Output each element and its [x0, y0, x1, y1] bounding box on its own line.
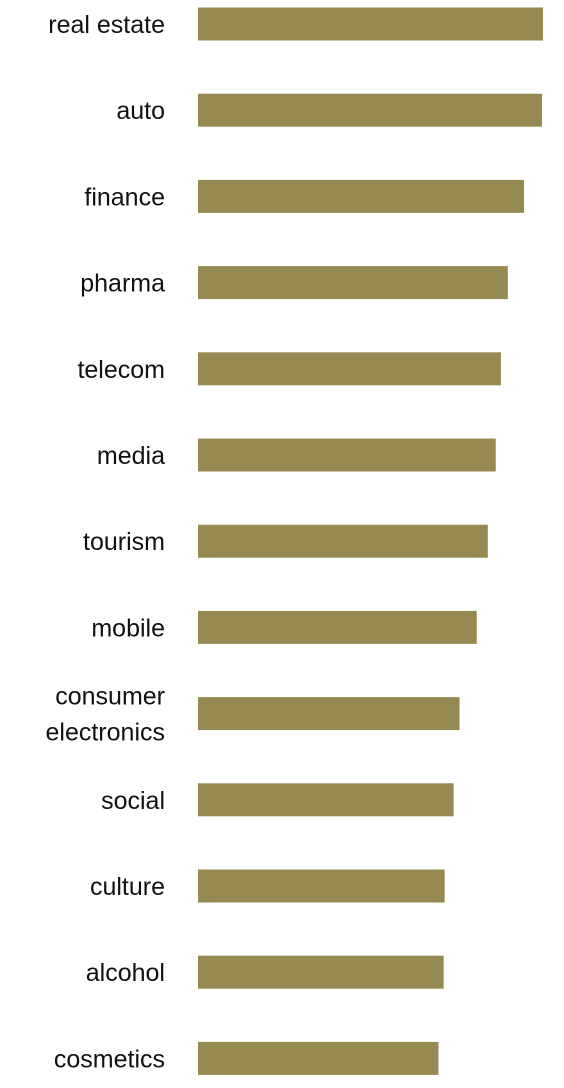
bar-real-estate — [198, 7, 543, 41]
category-label: culture — [90, 873, 165, 901]
bar-alcohol — [198, 955, 444, 989]
category-label: media — [97, 442, 165, 470]
category-label: consumer electronics — [46, 683, 166, 747]
bar-media — [198, 438, 496, 472]
bar-culture — [198, 869, 445, 903]
category-label: cosmetics — [54, 1045, 165, 1073]
bar-social — [198, 783, 454, 817]
bar-auto — [198, 93, 542, 127]
category-label: social — [101, 787, 165, 815]
bars-group — [198, 7, 543, 1075]
category-label: real estate — [48, 11, 165, 39]
bar-cosmetics — [198, 1041, 439, 1075]
category-label: auto — [116, 97, 165, 125]
bar-pharma — [198, 266, 508, 300]
category-label: tourism — [83, 528, 165, 556]
category-label: finance — [84, 183, 165, 211]
category-label: mobile — [91, 614, 165, 642]
category-label: pharma — [80, 270, 165, 298]
category-label: alcohol — [86, 959, 165, 987]
category-labels-group: real estate auto finance pharma telecom media… — [46, 11, 166, 1073]
bar-tourism — [198, 524, 488, 558]
bar-telecom — [198, 352, 501, 386]
category-label: telecom — [77, 356, 165, 384]
bar-finance — [198, 179, 525, 213]
bar-mobile — [198, 610, 477, 644]
bar-consumer-electronics — [198, 697, 460, 731]
